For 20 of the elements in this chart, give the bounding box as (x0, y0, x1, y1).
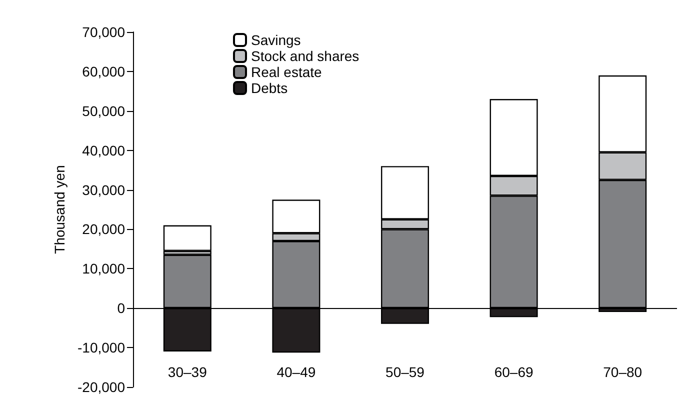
legend-label: Savings (251, 32, 301, 48)
y-tick-label: 10,000 (82, 260, 126, 277)
y-tick-label: 50,000 (82, 102, 126, 119)
legend-label: Stock and shares (251, 48, 360, 64)
y-tick-label: 70,000 (82, 24, 126, 40)
y-tick-label: 30,000 (82, 182, 126, 198)
y-tick-label: 20,000 (82, 221, 126, 238)
x-tick-label: 30–39 (168, 364, 208, 380)
y-tick-label: -10,000 (78, 340, 126, 356)
y-tick-label: 60,000 (82, 63, 126, 80)
y-tick-label: -20,000 (78, 379, 126, 395)
x-tick-label: 50–59 (386, 364, 425, 380)
x-tick-label: 60–69 (494, 364, 534, 380)
legend-label: Debts (251, 80, 288, 96)
x-tick-label: 40–49 (276, 364, 316, 380)
y-axis-title: Thousand yen (52, 165, 68, 254)
y-tick-label: 40,000 (82, 142, 126, 158)
x-tick-label: 70–80 (603, 364, 642, 380)
y-tick-label: 0 (117, 300, 126, 316)
legend-label: Real estate (251, 64, 322, 80)
